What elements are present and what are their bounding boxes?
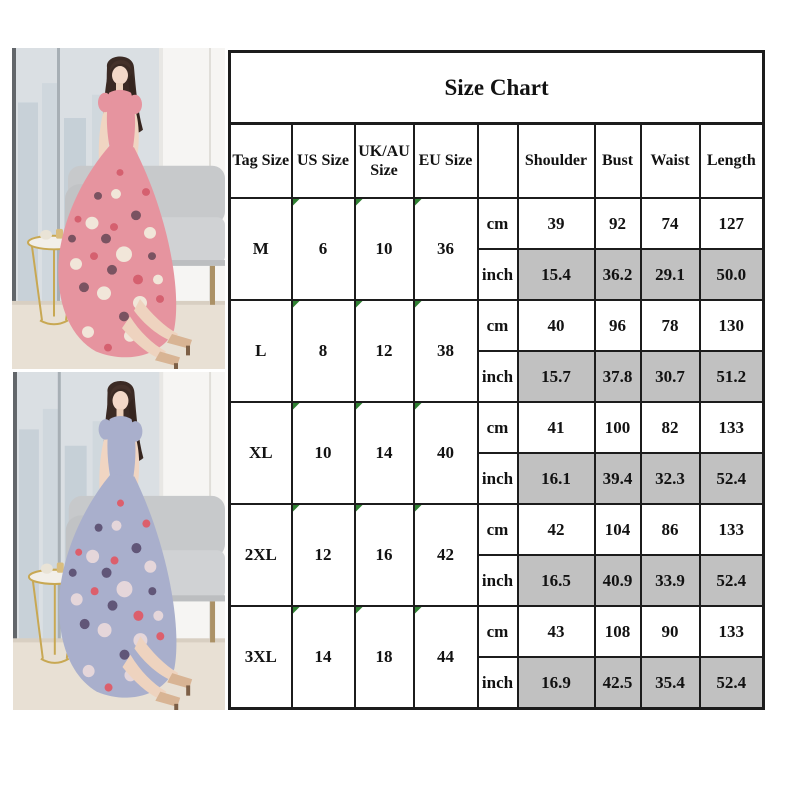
size-row-m-inch: inch 15.4 36.2 29.1 50.0 [230, 248, 765, 301]
tag-size-cell: M [228, 197, 293, 301]
bust-inch-cell: 40.9 [593, 554, 642, 607]
waist-inch-cell: 29.1 [639, 248, 701, 301]
size-chart-table: Size Chart Tag Size US Size UK/AU Size E… [228, 50, 766, 710]
us-size-cell: 12 [290, 503, 356, 607]
bust-cm-cell: 100 [593, 401, 642, 454]
header-eu-size: EU Size [412, 122, 479, 199]
shoulder-cm-cell: 40 [516, 299, 596, 352]
shoulder-inch-cell: 16.1 [516, 452, 596, 505]
header-bust: Bust [593, 122, 642, 199]
blue-dress-scene-illustration [13, 372, 225, 710]
us-size-cell: 6 [290, 197, 356, 301]
ukau-size-cell: 18 [353, 605, 415, 710]
tag-size-cell: L [228, 299, 293, 403]
waist-inch-cell: 32.3 [639, 452, 701, 505]
size-row-2xl-inch: inch 16.5 40.9 33.9 52.4 [230, 554, 765, 607]
header-length: Length [698, 122, 765, 199]
bust-cm-cell: 92 [593, 197, 642, 250]
unit-cm-label: cm [476, 197, 519, 250]
unit-cm-label: cm [476, 299, 519, 352]
tag-size-cell: 2XL [228, 503, 293, 607]
waist-inch-cell: 30.7 [639, 350, 701, 403]
shoulder-cm-cell: 41 [516, 401, 596, 454]
bust-cm-cell: 96 [593, 299, 642, 352]
unit-inch-label: inch [476, 452, 519, 505]
ukau-size-cell: 10 [353, 197, 415, 301]
length-inch-cell: 52.4 [698, 452, 765, 505]
photo-pink-floral-dress-model [12, 48, 225, 369]
size-row-xl-inch: inch 16.1 39.4 32.3 52.4 [230, 452, 765, 505]
us-size-cell: 10 [290, 401, 356, 505]
unit-inch-label: inch [476, 350, 519, 403]
header-shoulder: Shoulder [516, 122, 596, 199]
length-cm-cell: 133 [698, 605, 765, 658]
header-us-size: US Size [290, 122, 356, 199]
eu-size-cell: 44 [412, 605, 479, 710]
unit-cm-label: cm [476, 401, 519, 454]
tag-size-cell: XL [228, 401, 293, 505]
photo-blue-floral-dress-model [13, 372, 225, 710]
bust-cm-cell: 104 [593, 503, 642, 556]
length-inch-cell: 50.0 [698, 248, 765, 301]
unit-cm-label: cm [476, 605, 519, 658]
unit-inch-label: inch [476, 248, 519, 301]
waist-inch-cell: 35.4 [639, 656, 701, 710]
eu-size-cell: 40 [412, 401, 479, 505]
eu-size-cell: 36 [412, 197, 479, 301]
bust-inch-cell: 36.2 [593, 248, 642, 301]
size-row-3xl-cm: 3XL 14 18 44 cm 43 108 90 133 [228, 605, 765, 710]
length-cm-cell: 130 [698, 299, 765, 352]
eu-size-cell: 42 [412, 503, 479, 607]
waist-cm-cell: 78 [639, 299, 701, 352]
size-row-2xl-cm: 2XL 12 16 42 cm 42 104 86 133 [228, 503, 765, 607]
tag-size-cell: 3XL [228, 605, 293, 710]
bust-cm-cell: 108 [593, 605, 642, 658]
shoulder-cm-cell: 43 [516, 605, 596, 658]
us-size-cell: 14 [290, 605, 356, 710]
waist-cm-cell: 82 [639, 401, 701, 454]
header-tag-size: Tag Size [228, 122, 293, 199]
ukau-size-cell: 12 [353, 299, 415, 403]
unit-inch-label: inch [476, 656, 519, 710]
length-cm-cell: 133 [698, 401, 765, 454]
ukau-size-cell: 14 [353, 401, 415, 505]
header-waist: Waist [639, 122, 701, 199]
waist-cm-cell: 90 [639, 605, 701, 658]
bust-inch-cell: 37.8 [593, 350, 642, 403]
size-row-l-inch: inch 15.7 37.8 30.7 51.2 [230, 350, 765, 403]
header-ukau-size: UK/AU Size [353, 122, 415, 199]
size-row-l-cm: L 8 12 38 cm 40 96 78 130 [228, 299, 765, 403]
ukau-size-cell: 16 [353, 503, 415, 607]
shoulder-inch-cell: 16.5 [516, 554, 596, 607]
length-inch-cell: 52.4 [698, 656, 765, 710]
length-inch-cell: 51.2 [698, 350, 765, 403]
shoulder-inch-cell: 16.9 [516, 656, 596, 710]
length-cm-cell: 133 [698, 503, 765, 556]
size-row-3xl-inch: inch 16.9 42.5 35.4 52.4 [230, 656, 765, 710]
shoulder-inch-cell: 15.4 [516, 248, 596, 301]
shoulder-cm-cell: 42 [516, 503, 596, 556]
us-size-cell: 8 [290, 299, 356, 403]
size-row-xl-cm: XL 10 14 40 cm 41 100 82 133 [228, 401, 765, 505]
pink-dress-scene-illustration [12, 48, 225, 369]
header-unit [476, 122, 519, 199]
waist-cm-cell: 74 [639, 197, 701, 250]
unit-inch-label: inch [476, 554, 519, 607]
unit-cm-label: cm [476, 503, 519, 556]
waist-cm-cell: 86 [639, 503, 701, 556]
bust-inch-cell: 39.4 [593, 452, 642, 505]
length-cm-cell: 127 [698, 197, 765, 250]
bust-inch-cell: 42.5 [593, 656, 642, 710]
waist-inch-cell: 33.9 [639, 554, 701, 607]
size-row-m-cm: M 6 10 36 cm 39 92 74 127 [228, 197, 765, 301]
length-inch-cell: 52.4 [698, 554, 765, 607]
shoulder-cm-cell: 39 [516, 197, 596, 250]
shoulder-inch-cell: 15.7 [516, 350, 596, 403]
eu-size-cell: 38 [412, 299, 479, 403]
size-chart-title: Size Chart [228, 50, 765, 125]
